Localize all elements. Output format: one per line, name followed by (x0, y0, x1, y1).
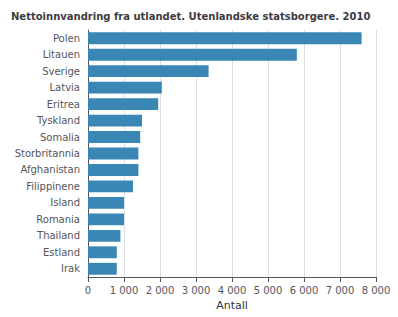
svg-text:Filippinene: Filippinene (26, 181, 80, 192)
svg-text:4 000: 4 000 (218, 285, 247, 296)
svg-text:Somalia: Somalia (40, 132, 80, 143)
svg-text:2 000: 2 000 (146, 285, 175, 296)
svg-text:6 000: 6 000 (290, 285, 319, 296)
svg-text:Nettoinnvandring fra utlandet.: Nettoinnvandring fra utlandet. Utenlands… (11, 11, 370, 22)
svg-text:8 000: 8 000 (362, 285, 391, 296)
svg-text:Storbritannia: Storbritannia (15, 148, 80, 159)
svg-text:Polen: Polen (53, 33, 80, 44)
svg-text:Island: Island (50, 197, 80, 208)
svg-text:7 000: 7 000 (326, 285, 355, 296)
svg-text:Latvia: Latvia (50, 82, 80, 93)
svg-text:Antall: Antall (216, 299, 248, 312)
svg-text:Tyskland: Tyskland (36, 115, 80, 126)
svg-text:Thailand: Thailand (36, 230, 80, 241)
svg-text:Litauen: Litauen (43, 49, 80, 60)
svg-text:Estland: Estland (43, 247, 80, 258)
svg-text:3 000: 3 000 (182, 285, 211, 296)
svg-text:1 000: 1 000 (110, 285, 139, 296)
svg-text:5 000: 5 000 (254, 285, 283, 296)
svg-text:0: 0 (85, 285, 91, 296)
svg-text:Sverige: Sverige (42, 66, 80, 77)
svg-text:Romania: Romania (36, 214, 80, 225)
svg-text:Eritrea: Eritrea (47, 99, 80, 110)
svg-text:Afghanistan: Afghanistan (20, 164, 80, 175)
svg-text:Irak: Irak (61, 263, 80, 274)
